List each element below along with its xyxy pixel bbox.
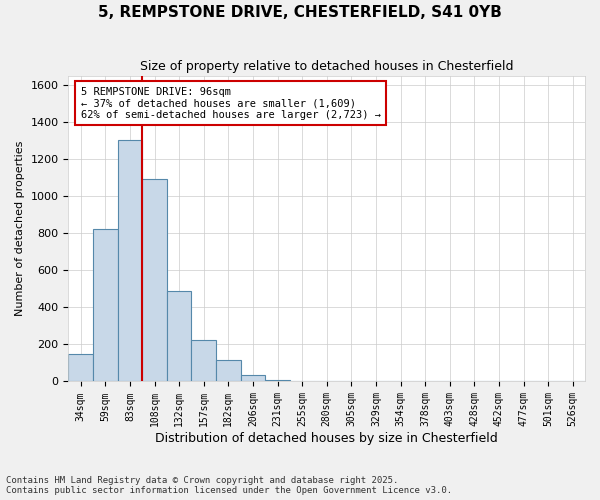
Bar [265,380,290,382]
Text: 5, REMPSTONE DRIVE, CHESTERFIELD, S41 0YB: 5, REMPSTONE DRIVE, CHESTERFIELD, S41 0Y… [98,5,502,20]
Title: Size of property relative to detached houses in Chesterfield: Size of property relative to detached ho… [140,60,514,73]
Bar [118,140,142,382]
Text: 5 REMPSTONE DRIVE: 96sqm
← 37% of detached houses are smaller (1,609)
62% of sem: 5 REMPSTONE DRIVE: 96sqm ← 37% of detach… [81,86,381,120]
Bar [68,354,93,382]
X-axis label: Distribution of detached houses by size in Chesterfield: Distribution of detached houses by size … [155,432,498,445]
Y-axis label: Number of detached properties: Number of detached properties [15,141,25,316]
Bar [142,180,167,382]
Bar [290,380,314,382]
Bar [167,290,191,382]
Text: Contains HM Land Registry data © Crown copyright and database right 2025.
Contai: Contains HM Land Registry data © Crown c… [6,476,452,495]
Bar [191,340,216,382]
Bar [241,375,265,382]
Bar [93,230,118,382]
Bar [216,360,241,382]
